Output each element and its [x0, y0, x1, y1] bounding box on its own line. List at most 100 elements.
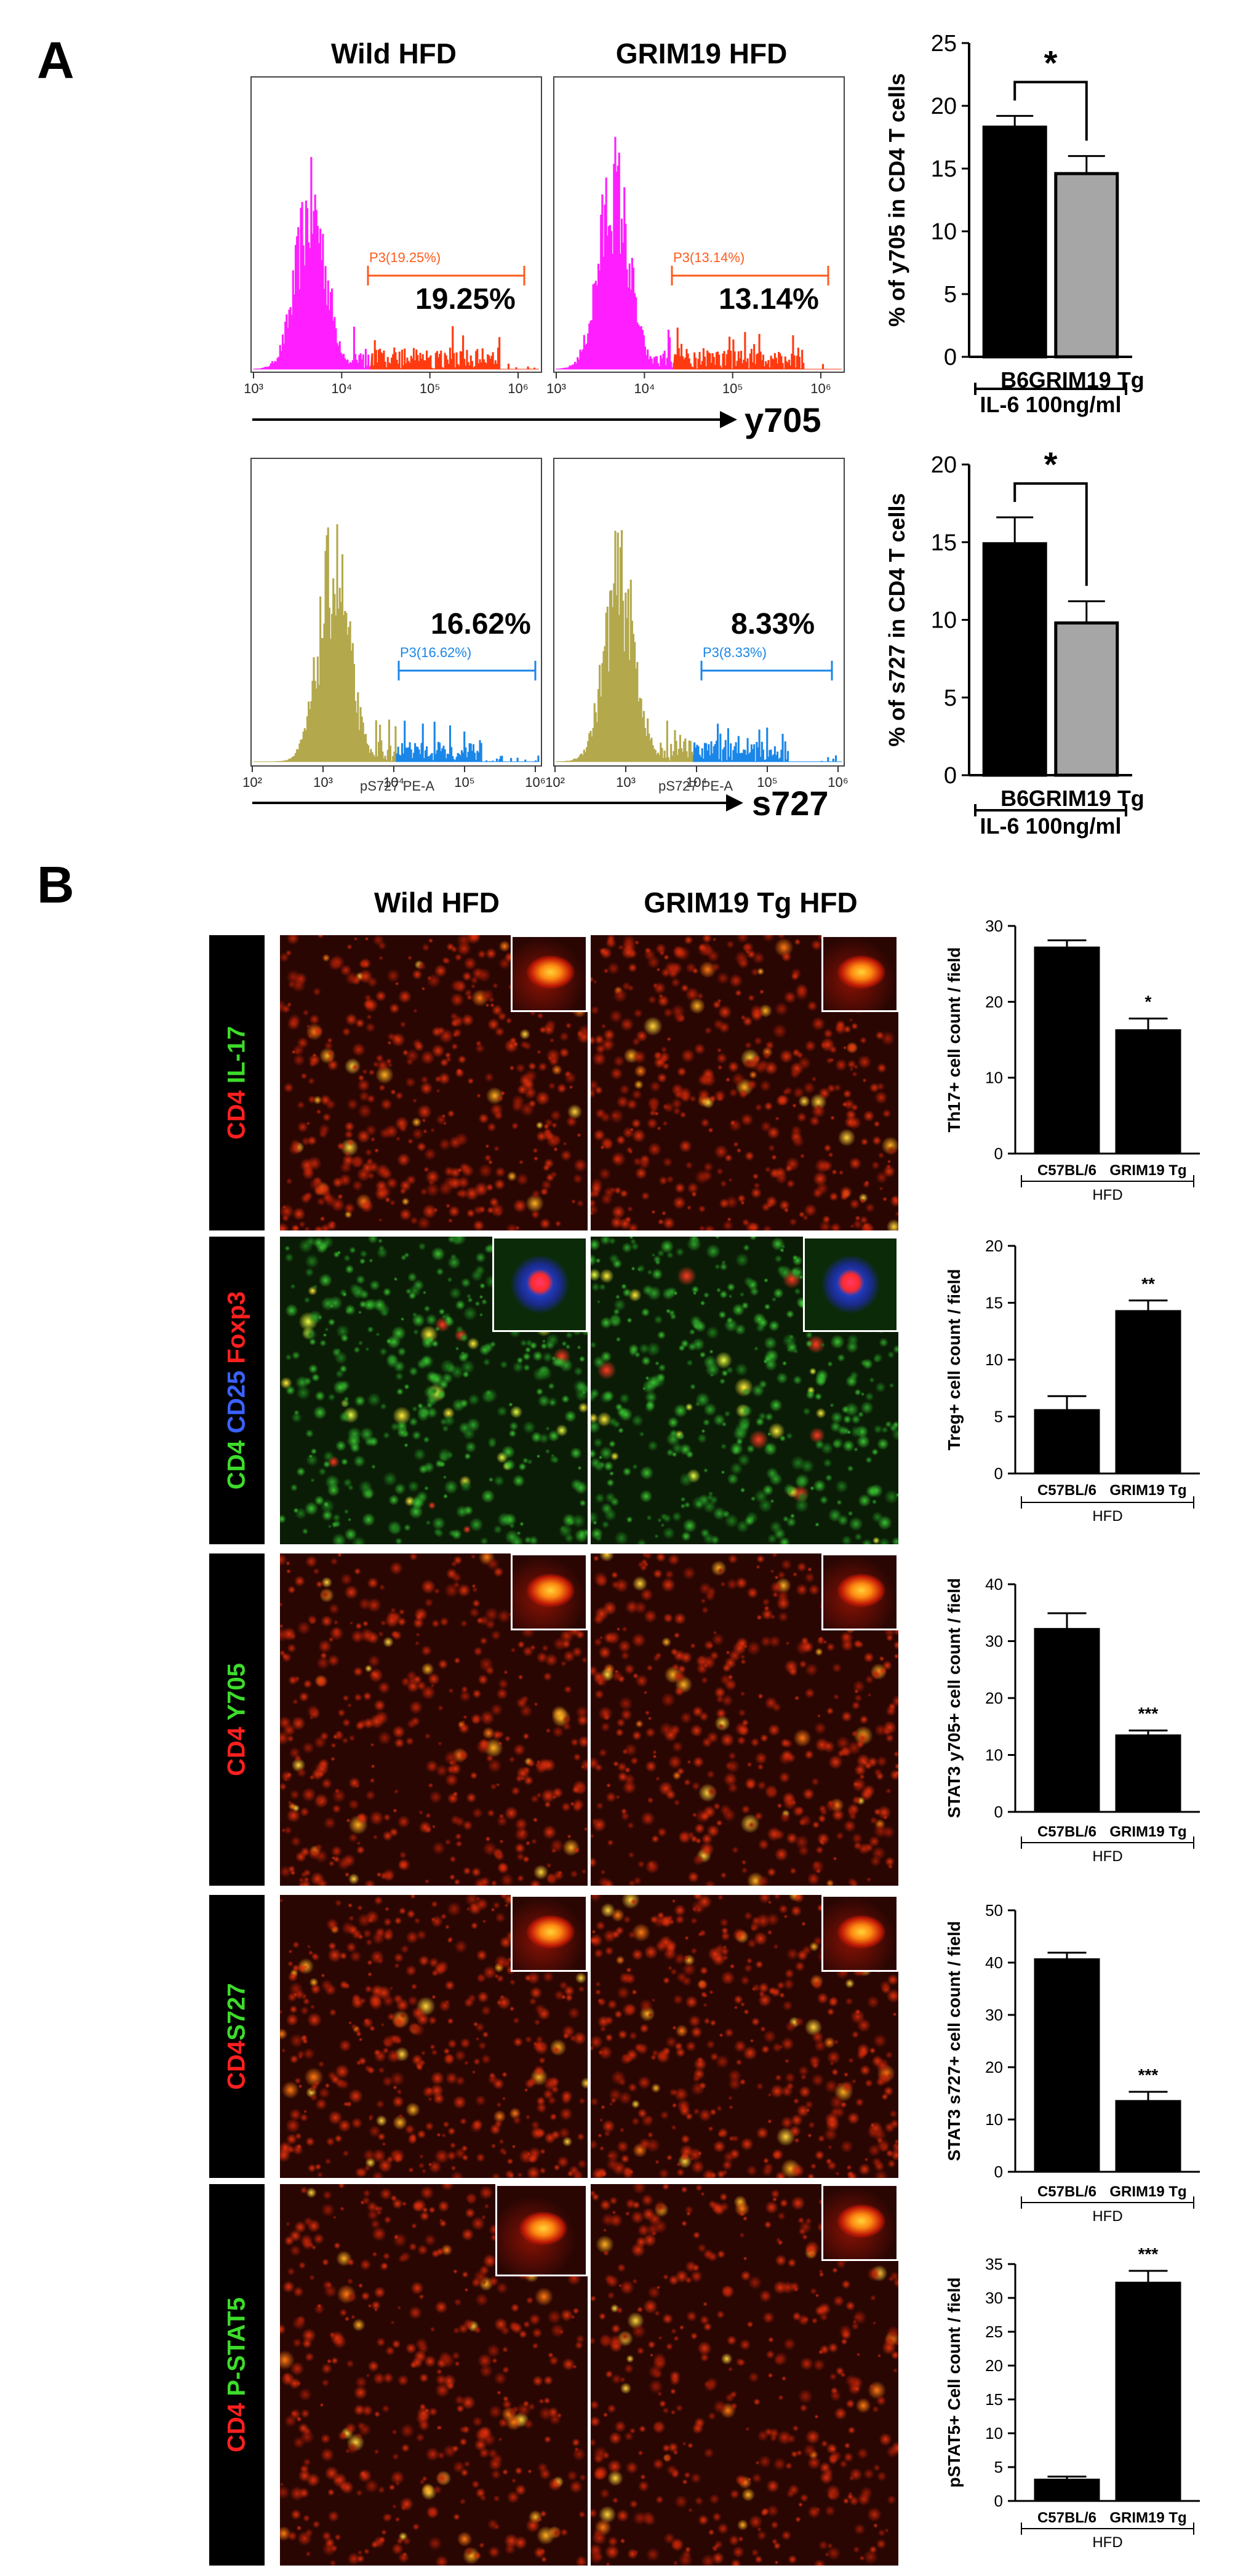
y-tick-label: 0 — [944, 763, 957, 789]
y-tick-label: 15 — [931, 530, 957, 556]
histogram-positive-tail — [693, 724, 842, 762]
y-tick-label: 10 — [985, 1069, 1003, 1087]
percent-bottom-left: 16.62% — [431, 608, 531, 640]
group-label: HFD — [1092, 2208, 1122, 2225]
gate-bottom-right — [700, 661, 833, 680]
y-tick-label: 30 — [985, 2289, 1003, 2307]
percent-top-right: 13.14% — [719, 283, 819, 316]
bar-grim19-tg — [1115, 2281, 1181, 2502]
y-tick-label: 25 — [931, 31, 957, 57]
bar-grim19-tg — [1054, 172, 1119, 359]
category-label: C57BL/6 — [1037, 1162, 1096, 1179]
magnified-inset — [511, 935, 588, 1012]
y-tick-label: 10 — [985, 2424, 1003, 2442]
bar-chart-6: 0 10 20 30 40 50 STAT3 s727+ cell count / fiel… — [944, 1901, 1200, 2225]
bar-chart-4: 0 5 10 15 20 Treg+ cell count / field C57BL/6 G… — [944, 1237, 1200, 1525]
gate-top-right — [671, 266, 829, 285]
y-tick-label: 20 — [985, 2058, 1003, 2076]
tick-label: 10² — [545, 775, 565, 790]
bar-c57bl-6 — [1034, 946, 1100, 1154]
bar-grim19-tg — [1115, 2100, 1181, 2172]
magnified-inset — [821, 1553, 898, 1630]
tick-label: 10⁶ — [828, 775, 849, 790]
tick-label: 10³ — [616, 775, 636, 790]
significance-marker: * — [1044, 43, 1058, 82]
bar-b6 — [982, 126, 1047, 359]
category-label: C57BL/6 — [1037, 1482, 1096, 1499]
histogram-main-population — [253, 157, 373, 370]
tick-label: 10³ — [546, 381, 566, 396]
y-tick-label: 10 — [985, 1746, 1003, 1765]
bar-c57bl-6 — [1034, 1958, 1100, 2173]
gate-label-bottom-left: P3(16.62%) — [400, 645, 471, 660]
tick-label: 10⁶ — [525, 775, 546, 790]
significance-marker: *** — [1138, 1704, 1159, 1723]
magnified-inset — [803, 1237, 898, 1332]
micro-image-grim-row-2 — [591, 1237, 898, 1544]
micro-image-wild-row-3 — [280, 1553, 588, 1886]
category-label: GRIM19 Tg — [1109, 1482, 1186, 1499]
histogram-frame-top-right — [553, 76, 845, 373]
tick-label: 10⁵ — [454, 775, 475, 790]
tick-label: 10⁵ — [722, 381, 743, 396]
significance-bracket — [1013, 81, 1088, 141]
stain-label-row-4: CD4S727 — [209, 1895, 265, 2178]
tick-label: 10⁵ — [757, 775, 778, 790]
y-tick-label: 0 — [994, 1464, 1003, 1483]
gate-bottom-left — [397, 661, 537, 680]
tick-label: 10⁶ — [508, 381, 529, 396]
group-label: IL-6 100ng/ml — [980, 813, 1121, 839]
stain-label-row-5: CD4 P-STAT5 — [209, 2184, 265, 2566]
magnified-inset — [511, 1553, 588, 1630]
y-tick-label: 0 — [994, 1803, 1003, 1821]
bar-chart-7: 0 5 10 15 20 25 30 35 pSTAT5+ Cell count / field… — [944, 2244, 1200, 2551]
micro-image-grim-row-5 — [591, 2184, 898, 2566]
y-tick-label: 0 — [994, 1144, 1003, 1163]
tick-label: 10⁴ — [634, 381, 655, 396]
flow-col-title-grim: GRIM19 HFD — [615, 38, 788, 70]
y-tick-label: 0 — [944, 345, 957, 370]
micro-image-wild-row-4 — [280, 1895, 588, 2178]
xlabel-bottom-right: pS727 PE-A — [658, 778, 733, 794]
histogram-main-population — [556, 530, 695, 762]
histogram-positive-tail — [396, 720, 540, 762]
significance-marker: *** — [1138, 2244, 1159, 2263]
y-tick-label: 5 — [944, 685, 957, 711]
y-axis-label: % of s727 in CD4 T cells — [884, 493, 909, 746]
tick-label: 10⁶ — [810, 381, 831, 396]
significance-marker: *** — [1138, 2065, 1159, 2084]
tick-label: 10³ — [244, 381, 263, 396]
bar-b6 — [982, 542, 1047, 777]
y-tick-label: 5 — [944, 282, 957, 308]
micro-image-grim-row-3 — [591, 1553, 898, 1886]
category-label: C57BL/6 — [1037, 1824, 1096, 1840]
group-label: HFD — [1092, 1187, 1122, 1203]
y-axis-label: STAT3 y705+ cell count / field — [944, 1578, 964, 1818]
group-label: IL-6 100ng/ml — [980, 392, 1121, 417]
panel-letter-b: B — [37, 856, 74, 914]
category-label: C57BL/6 — [1037, 2510, 1096, 2526]
histogram-main-population — [556, 137, 675, 370]
y-axis-label: pSTAT5+ Cell count / field — [944, 2278, 964, 2488]
y-tick-label: 0 — [994, 2492, 1003, 2510]
s727-axis-label: s727 — [752, 784, 829, 823]
y-tick-label: 30 — [985, 1632, 1003, 1651]
histogram-positive-tail — [673, 327, 842, 370]
y-tick-label: 15 — [931, 156, 957, 182]
y-tick-label: 25 — [985, 2323, 1003, 2341]
y-tick-label: 15 — [985, 2390, 1003, 2409]
y-tick-label: 20 — [985, 2356, 1003, 2375]
significance-marker: ** — [1141, 1274, 1155, 1293]
histogram-frame-bottom-right — [553, 458, 845, 767]
micro-col-title-grim: GRIM19 Tg HFD — [644, 887, 858, 919]
magnified-inset — [495, 2184, 588, 2276]
micro-image-grim-row-1 — [591, 935, 898, 1230]
flow-histograms: P3(19.25%) 19.25% P3(13.14%) 13.14% P3(1… — [242, 76, 849, 823]
y-tick-label: 40 — [985, 1575, 1003, 1593]
tick-label: 10⁴ — [383, 775, 404, 790]
s727-axis-arrow — [252, 794, 743, 811]
bar-c57bl-6 — [1034, 1628, 1100, 1812]
